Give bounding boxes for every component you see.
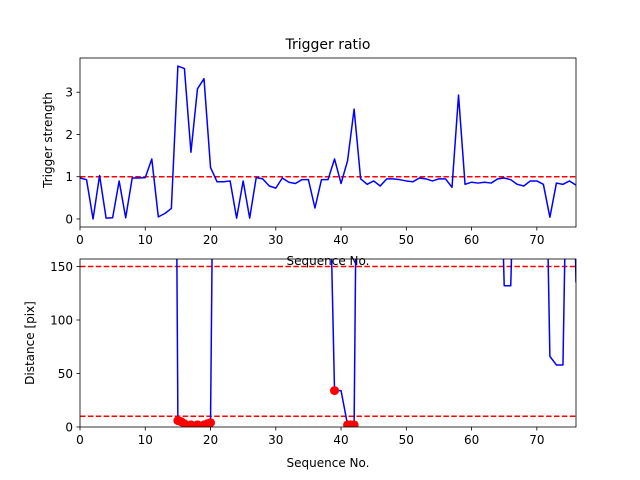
bottom-chart-y-axis-label: Distance [pix] bbox=[23, 301, 37, 385]
bottom-chart-y-tick-label: 150 bbox=[50, 260, 73, 274]
bottom-chart: Distance [pix] Sequence No. 0 10 20 30 40 50 6… bbox=[23, 258, 577, 470]
bottom-chart-marker-8 bbox=[330, 386, 340, 396]
top-chart-x-tick-label: 20 bbox=[203, 233, 218, 247]
top-chart-y-tick-label: 0 bbox=[65, 212, 73, 226]
top-chart-y-axis-label: Trigger strength bbox=[41, 92, 55, 189]
top-chart-frame bbox=[79, 57, 577, 228]
bottom-chart-marker-7 bbox=[206, 418, 216, 427]
top-chart-x-tick-label: 10 bbox=[138, 233, 153, 247]
bottom-chart-y-tick-label: 0 bbox=[65, 420, 73, 434]
top-chart-x-tick-label: 0 bbox=[76, 233, 84, 247]
bottom-chart-y-tick-label: 100 bbox=[50, 313, 73, 327]
bottom-chart-x-tick-label: 70 bbox=[529, 433, 544, 447]
bottom-chart-x-tick-label: 0 bbox=[76, 433, 84, 447]
bottom-chart-marker-11 bbox=[349, 420, 359, 427]
bottom-chart-x-tick-label: 20 bbox=[203, 433, 218, 447]
bottom-chart-plot-area bbox=[80, 259, 576, 427]
bottom-chart-x-tick-label: 30 bbox=[268, 433, 283, 447]
top-chart-y-tick-label: 3 bbox=[65, 86, 73, 100]
bottom-chart-x-tick-label: 10 bbox=[138, 433, 153, 447]
bottom-chart-frame bbox=[79, 258, 577, 428]
top-chart-x-tick-label: 30 bbox=[268, 233, 283, 247]
bottom-chart-x-axis-label: Sequence No. bbox=[287, 456, 370, 470]
bottom-chart-x-tick-label: 40 bbox=[333, 433, 348, 447]
top-chart-series-line-0 bbox=[80, 65, 576, 220]
top-chart-y-tick-label: 1 bbox=[65, 170, 73, 184]
top-chart-x-tick-label: 40 bbox=[333, 233, 348, 247]
bottom-chart-x-tick-label: 50 bbox=[399, 433, 414, 447]
top-chart-plot-area bbox=[80, 65, 576, 220]
bottom-chart-x-tick-label: 60 bbox=[464, 433, 479, 447]
bottom-chart-y-tick-label: 50 bbox=[58, 367, 73, 381]
top-chart: Trigger ratio Trigger strength Sequence … bbox=[41, 37, 577, 268]
top-chart-x-tick-label: 50 bbox=[399, 233, 414, 247]
top-chart-title: Trigger ratio bbox=[284, 37, 370, 53]
top-chart-x-axis-label: Sequence No. bbox=[287, 254, 370, 268]
top-chart-x-tick-label: 60 bbox=[464, 233, 479, 247]
top-chart-x-tick-label: 70 bbox=[529, 233, 544, 247]
top-chart-y-tick-label: 2 bbox=[65, 128, 73, 142]
